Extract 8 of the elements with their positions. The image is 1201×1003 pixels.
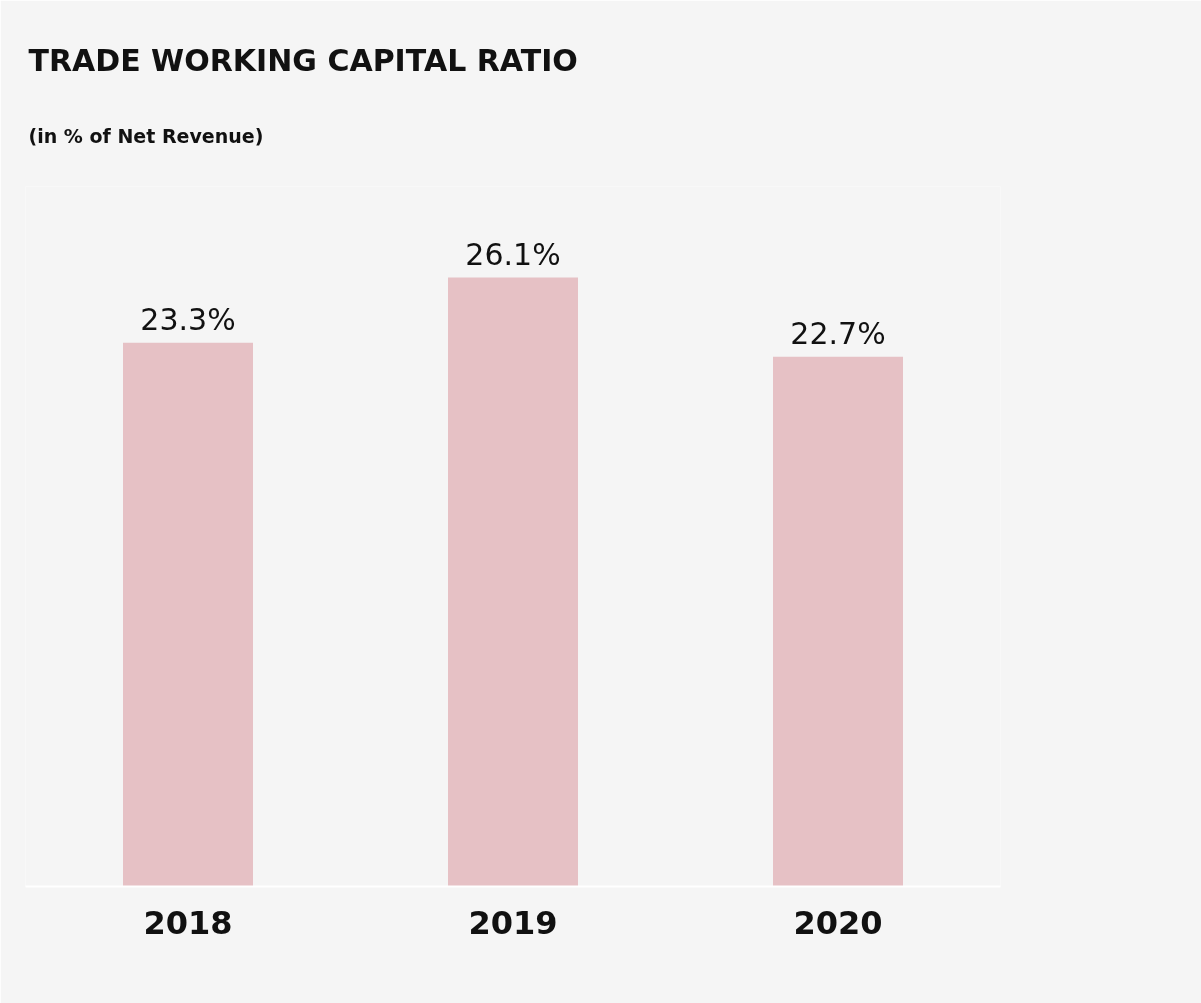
x-tick-label: 2019 bbox=[468, 903, 558, 942]
data-label: 23.3% bbox=[140, 301, 236, 337]
x-tick-label: 2020 bbox=[793, 903, 883, 942]
data-label: 22.7% bbox=[790, 315, 886, 351]
chart-subtitle: (in % of Net Revenue) bbox=[28, 124, 264, 147]
data-label: 26.1% bbox=[465, 236, 561, 272]
x-tick-label: 2018 bbox=[143, 903, 233, 942]
chart-title: TRADE WORKING CAPITAL RATIO bbox=[28, 42, 578, 78]
